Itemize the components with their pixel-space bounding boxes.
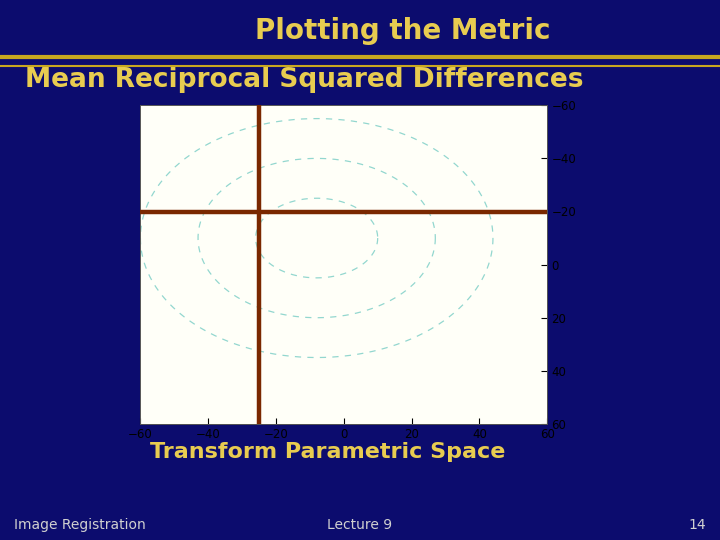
- Text: Transform Parametric Space: Transform Parametric Space: [150, 442, 505, 462]
- Text: Mean Reciprocal Squared Differences: Mean Reciprocal Squared Differences: [25, 66, 584, 93]
- Text: Lecture 9: Lecture 9: [328, 518, 392, 532]
- Text: Image Registration: Image Registration: [14, 518, 146, 532]
- Text: Plotting the Metric: Plotting the Metric: [256, 17, 551, 45]
- Text: 14: 14: [688, 518, 706, 532]
